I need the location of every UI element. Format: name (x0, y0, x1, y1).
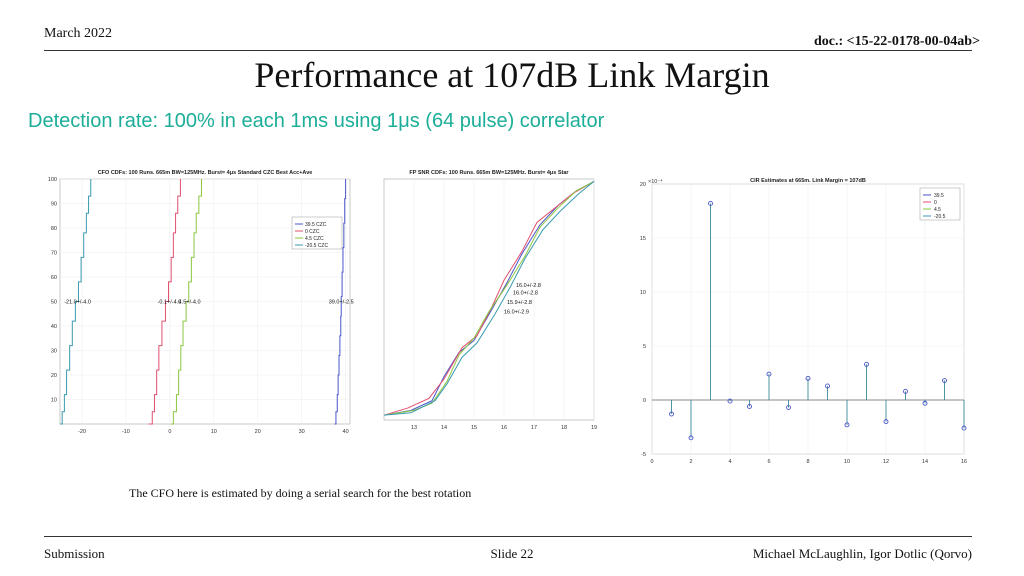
annotation-label: 4.5+/-4.0 (179, 300, 201, 306)
series-line-4 (383, 181, 595, 416)
y-tick-label: 40 (51, 324, 57, 330)
annotation-label: -0.1+/-4.0 (158, 300, 182, 306)
footer-rule (44, 536, 972, 537)
stem-marker (922, 400, 928, 406)
x-tick-label: 14 (922, 459, 928, 465)
legend-box (291, 216, 343, 250)
x-tick-label: 15 (471, 425, 477, 431)
x-tick-label: 19 (591, 425, 597, 431)
annotation-label: 39.0+/-2.5 (329, 300, 354, 306)
annotation-label: -21.0+/-4.0 (64, 300, 91, 306)
plot-area (383, 178, 595, 421)
stem-marker (864, 361, 869, 367)
header-date: March 2022 (44, 26, 113, 41)
x-tick-label: 17 (531, 425, 537, 431)
x-tick-label: 18 (561, 425, 567, 431)
stem-marker (805, 375, 811, 381)
x-tick-label: 8 (806, 459, 809, 465)
stem-marker (903, 388, 908, 394)
y-tick-label: 30 (51, 349, 57, 355)
x-tick-label: 30 (299, 429, 305, 435)
y-tick-label: 20 (51, 373, 57, 379)
series-line-3 (383, 180, 595, 416)
footer-submission: Submission (44, 546, 105, 561)
stem-marker (669, 411, 674, 417)
annotation-label: 16.0+/-2.9 (504, 310, 529, 316)
y-tick-label: 5 (643, 344, 646, 350)
y-tick-label: 10 (51, 398, 57, 404)
stem-marker (727, 398, 733, 404)
annotation-label: 15.9+/-2.8 (507, 300, 532, 306)
legend-entry: 39.5 (934, 193, 944, 199)
series-line-3 (170, 179, 202, 425)
chart-title: CFO CDFs: 100 Runs. 665m BW=125MHz. Burs… (98, 170, 313, 176)
y-tick-label: 10 (640, 290, 646, 296)
series-line-4 (60, 179, 92, 425)
legend-box (919, 187, 961, 221)
legend-entry: -20.5 (934, 214, 946, 220)
x-tick-label: 4 (728, 459, 731, 465)
stem-marker (961, 425, 967, 431)
header-rule (44, 50, 972, 51)
y-tick-label: 60 (51, 275, 57, 281)
x-tick-label: 12 (883, 459, 889, 465)
series-line-2 (148, 179, 181, 425)
annotation-label: 16.0+/-2.8 (516, 283, 541, 289)
footer-authors: Michael McLaughlin, Igor Dotlic (Qorvo) (752, 546, 972, 561)
y-tick-label: 15 (640, 236, 646, 242)
stem-marker (825, 383, 830, 389)
figure-caption: The CFO here is estimated by doing a ser… (129, 486, 472, 500)
chart-title: CIR Estimates at 665m. Link Margin = 107… (750, 178, 866, 184)
stem-marker (747, 404, 752, 409)
stem-marker (708, 200, 713, 206)
stem-marker (844, 422, 850, 428)
series-line-1 (334, 179, 347, 425)
footer-slide-number: Slide 22 (490, 546, 534, 561)
stem-marker (942, 378, 947, 384)
legend-entry: 0 (934, 200, 937, 206)
legend-entry: -20.5 CZC (305, 243, 328, 249)
y-tick-label: 90 (51, 202, 57, 208)
x-tick-label: -20 (78, 429, 86, 435)
x-tick-label: 20 (255, 429, 261, 435)
y-tick-label: 80 (51, 226, 57, 232)
x-tick-label: 16 (501, 425, 507, 431)
stem-marker (786, 405, 791, 411)
y-tick-label: 0 (643, 398, 646, 404)
x-tick-label: 2 (689, 459, 692, 465)
x-tick-label: -10 (122, 429, 130, 435)
y-tick-label: -5 (641, 452, 646, 458)
legend-entry: 4.5 CZC (305, 236, 324, 242)
cfo-cdf-chart: 10 20 30 40 50 60 70 80 90 100 -20 -10 0 10 20 30 40 CFO … (48, 170, 354, 435)
y-multiplier: ×10⁻⁴ (648, 178, 663, 185)
legend-entry: 0 CZC (305, 229, 320, 235)
y-tick-label: 50 (51, 300, 57, 306)
x-tick-label: 6 (767, 459, 770, 465)
x-tick-label: 0 (650, 459, 653, 465)
chart-title: FP SNR CDFs: 100 Runs. 665m BW=125MHz. B… (409, 170, 569, 176)
x-tick-label: 14 (441, 425, 447, 431)
slide-title: Performance at 107dB Link Margin (254, 55, 770, 95)
annotation-label: 16.0+/-2.8 (513, 290, 538, 296)
x-tick-label: 13 (411, 425, 417, 431)
header-doc-id: doc.: <15-22-0178-00-04ab> (813, 34, 980, 49)
cir-estimates-chart: -5 0 5 10 15 20 0 2 4 6 8 10 12 14 16 ×10⁻⁴ CIR Estimate… (640, 178, 967, 465)
x-tick-label: 40 (343, 429, 349, 435)
x-tick-label: 0 (168, 429, 171, 435)
stem-marker (688, 435, 694, 441)
x-tick-label: 10 (844, 459, 850, 465)
stem-marker (883, 419, 889, 425)
x-tick-label: 16 (961, 459, 967, 465)
legend-entry: 39.5 CZC (305, 222, 327, 228)
y-tick-label: 100 (48, 177, 57, 183)
y-tick-label: 70 (51, 251, 57, 257)
y-tick-label: 20 (640, 182, 646, 188)
fp-snr-cdf-chart: 13 14 15 16 17 18 19 FP SNR CDFs: 100 Runs. 665… (383, 170, 597, 431)
x-tick-label: 10 (211, 429, 217, 435)
stem-marker (766, 371, 772, 377)
legend-entry: 4.5 (934, 207, 941, 213)
slide-subtitle: Detection rate: 100% in each 1ms using 1… (28, 110, 605, 132)
